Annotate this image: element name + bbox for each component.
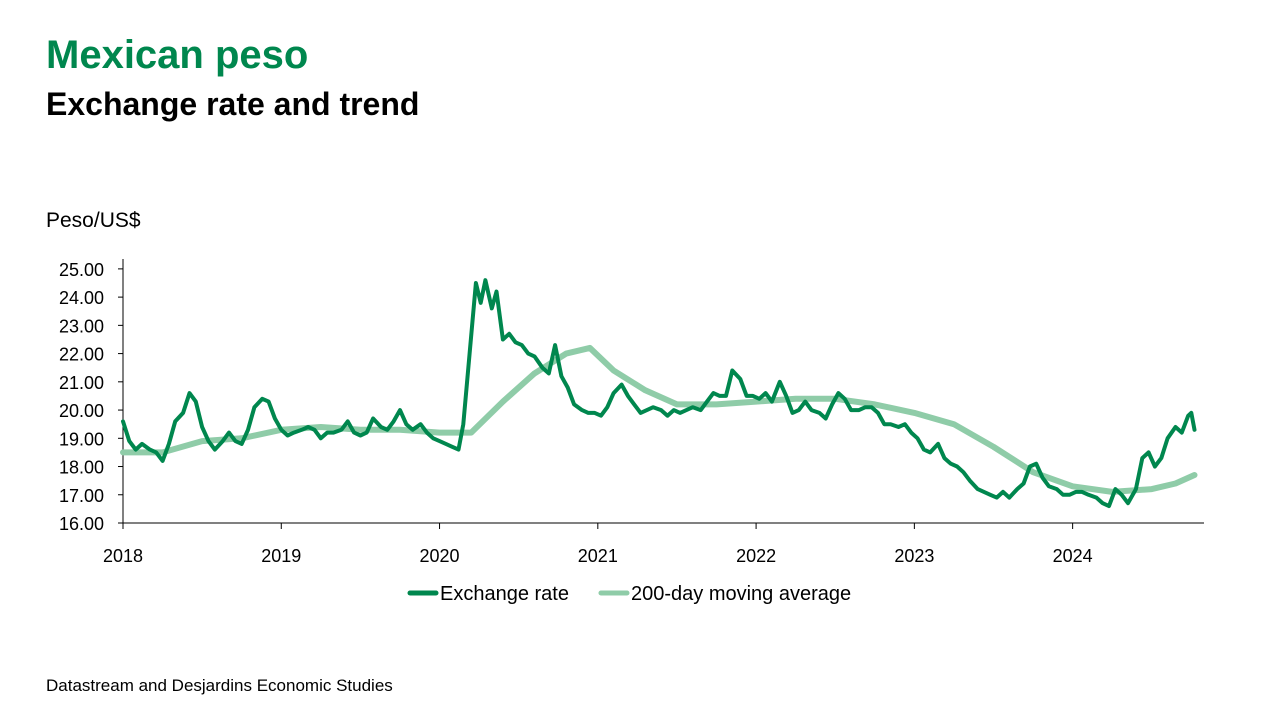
source: Datastream and Desjardins Economic Studi…	[46, 676, 393, 695]
y-tick-label: 19.00	[59, 429, 104, 449]
y-tick-label: 24.00	[59, 288, 104, 308]
y-tick-label: 16.00	[59, 514, 104, 534]
chart-subtitle: Exchange rate and trend	[46, 86, 419, 122]
x-tick-label: 2018	[103, 546, 143, 566]
chart-title: Mexican peso	[46, 33, 308, 77]
series-line	[120, 344, 1198, 495]
y-tick-label: 17.00	[59, 486, 104, 506]
y-tick-label: 20.00	[59, 401, 104, 421]
y-axis-label: Peso/US$	[46, 209, 141, 232]
series-line	[121, 278, 1197, 509]
x-tick-label: 2019	[261, 546, 301, 566]
y-tick-label: 21.00	[59, 373, 104, 393]
y-tick-label: 18.00	[59, 458, 104, 478]
x-tick-label: 2022	[736, 546, 776, 566]
y-tick-label: 22.00	[59, 345, 104, 365]
y-tick-label: 23.00	[59, 316, 104, 336]
x-tick-label: 2023	[894, 546, 934, 566]
x-tick-label: 2020	[420, 546, 460, 566]
legend-label: Exchange rate	[440, 583, 569, 605]
y-tick-label: 25.00	[59, 260, 104, 280]
x-tick-label: 2021	[578, 546, 618, 566]
x-tick-label: 2024	[1053, 546, 1093, 566]
legend-label: 200-day moving average	[631, 583, 851, 605]
